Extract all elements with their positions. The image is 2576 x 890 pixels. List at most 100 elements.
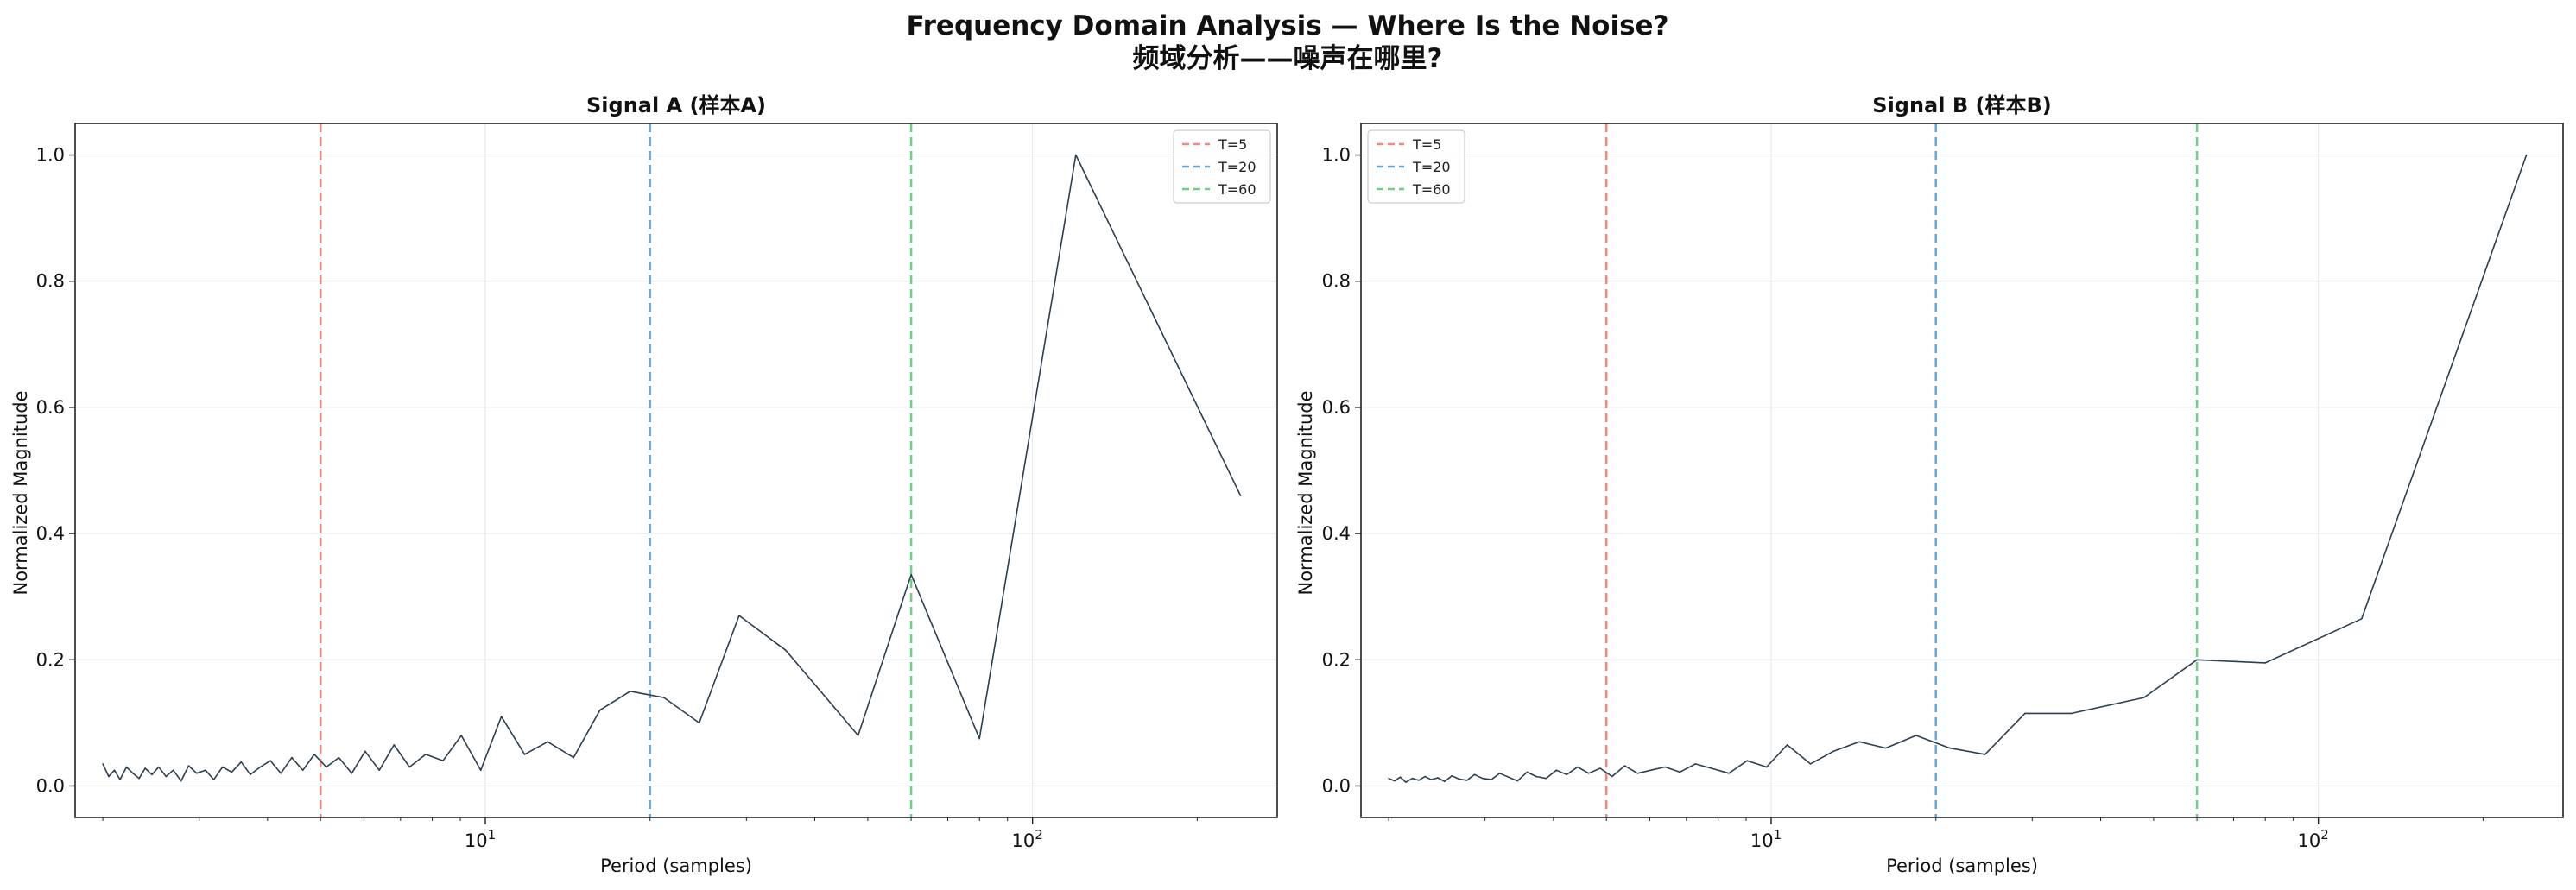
data-point: [1482, 777, 1484, 780]
data-point: [165, 775, 168, 778]
y-tick-label: 0.2: [1322, 649, 1351, 670]
data-point: [523, 754, 526, 755]
data-point: [1507, 776, 1510, 778]
figure-title: Frequency Domain Analysis — Where Is the…: [906, 10, 1668, 41]
data-point: [1430, 779, 1432, 780]
data-point: [1405, 781, 1407, 783]
data-point: [2264, 662, 2266, 664]
data-point: [1587, 773, 1590, 774]
data-point: [1915, 735, 1917, 736]
data-point: [1809, 763, 1812, 765]
data-point: [113, 769, 116, 771]
figure-subtitle: 频域分析——噪声在哪里?: [1133, 43, 1443, 74]
data-point: [1458, 778, 1460, 780]
legend: T=5 T=20 T=60: [1367, 129, 1465, 204]
data-point: [158, 766, 160, 768]
data-point: [1664, 766, 1666, 768]
legend-item-t20: T=20: [1377, 159, 1451, 175]
x-tick-label: 101: [465, 827, 496, 851]
data-point: [1444, 780, 1446, 783]
data-point: [1498, 773, 1501, 774]
data-point: [269, 760, 272, 761]
data-point: [187, 765, 190, 767]
data-point: [1746, 760, 1748, 761]
data-point: [408, 766, 411, 768]
legend: T=5 T=20 T=60: [1173, 129, 1271, 204]
legend-item-t60: T=60: [1182, 181, 1256, 198]
data-point: [425, 754, 427, 755]
data-point: [1884, 747, 1887, 749]
data-point: [205, 769, 206, 771]
data-point: [1411, 777, 1414, 780]
legend-item-t20: T=20: [1182, 159, 1256, 175]
data-point: [1418, 780, 1420, 781]
y-tick-label: 0.4: [36, 523, 65, 544]
data-point: [738, 615, 740, 616]
panel-title: Signal A (样本A): [586, 93, 766, 117]
data-point: [1545, 777, 1547, 780]
data-point: [663, 697, 665, 698]
y-tick-label: 0.6: [1322, 397, 1351, 418]
data-point: [1399, 776, 1402, 778]
data-point: [138, 777, 140, 780]
data-point: [1599, 767, 1601, 769]
data-point: [1473, 773, 1476, 776]
data-point: [2361, 618, 2363, 620]
plot-frame: [74, 123, 1278, 818]
data-point: [2525, 154, 2528, 156]
data-point: [1388, 777, 1389, 780]
data-point: [351, 773, 353, 774]
y-tick-label: 0.8: [36, 271, 65, 292]
y-tick-label: 1.0: [36, 145, 65, 166]
data-point: [102, 763, 104, 765]
data-point: [1984, 754, 1986, 755]
x-tick-base: 10: [2298, 830, 2321, 851]
panel-title: Signal B (样本B): [1872, 93, 2051, 117]
data-point: [1636, 773, 1639, 774]
y-axis-label: Normalized Magnitude: [1295, 390, 1316, 595]
data-point: [1694, 763, 1696, 765]
legend-item-t5: T=5: [1377, 136, 1441, 153]
x-tick-base: 10: [1012, 830, 1035, 851]
data-point: [1239, 495, 1242, 496]
data-point: [630, 691, 631, 692]
x-tick-base: 10: [1750, 830, 1774, 851]
data-point: [1679, 771, 1681, 773]
data-point: [313, 754, 315, 755]
x-tick-label: 102: [2298, 827, 2329, 851]
data-point: [221, 766, 224, 768]
panel-signal-a: Signal A (样本A) Period (samples) Normaliz…: [10, 93, 1278, 876]
data-point: [1765, 766, 1768, 768]
data-point: [1424, 775, 1426, 778]
y-tick-label: 0.0: [36, 775, 65, 796]
data-point: [2196, 659, 2198, 661]
data-point: [326, 766, 327, 768]
data-point: [393, 744, 396, 746]
x-tick-label: 101: [1750, 827, 1782, 851]
legend-label: T=60: [1218, 181, 1256, 198]
data-point: [2071, 712, 2073, 715]
data-point: [364, 750, 366, 753]
data-point: [151, 773, 153, 776]
x-tick-exponent: 2: [2320, 827, 2329, 843]
x-axis-label: Period (samples): [600, 855, 752, 876]
data-point: [1858, 741, 1860, 743]
data-point: [1465, 780, 1468, 781]
data-point: [172, 769, 174, 771]
data-point: [301, 769, 304, 771]
data-point: [1577, 766, 1579, 768]
legend-item-t5: T=5: [1182, 136, 1247, 153]
data-point: [573, 756, 574, 759]
legend-label: T=20: [1218, 159, 1256, 175]
data-point: [144, 767, 146, 769]
data-point: [2024, 712, 2026, 715]
data-point: [1394, 780, 1396, 782]
x-tick-base: 10: [465, 830, 488, 851]
legend-label: T=60: [1412, 181, 1451, 198]
data-point: [1451, 775, 1453, 777]
data-point: [291, 756, 293, 759]
data-point: [785, 649, 787, 652]
data-point: [1075, 154, 1077, 156]
plot-frame: [1360, 123, 2564, 818]
